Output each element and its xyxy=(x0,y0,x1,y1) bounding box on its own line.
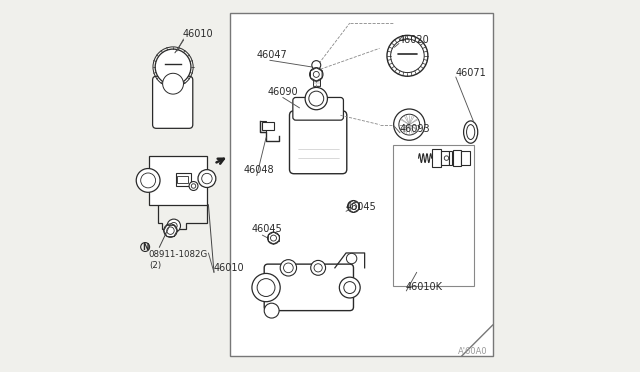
Text: 46010: 46010 xyxy=(214,263,244,273)
Bar xyxy=(453,150,461,166)
Text: N: N xyxy=(142,243,148,251)
Circle shape xyxy=(344,282,356,294)
FancyBboxPatch shape xyxy=(293,97,344,120)
Circle shape xyxy=(252,273,280,302)
Circle shape xyxy=(348,201,360,212)
Bar xyxy=(230,13,493,356)
Circle shape xyxy=(164,224,177,237)
Polygon shape xyxy=(149,156,207,205)
Circle shape xyxy=(189,182,198,190)
Circle shape xyxy=(167,227,174,234)
FancyBboxPatch shape xyxy=(289,111,347,174)
Text: 46010: 46010 xyxy=(182,29,213,39)
Bar xyxy=(392,145,474,286)
Ellipse shape xyxy=(463,121,477,143)
Circle shape xyxy=(351,203,356,209)
Text: 46048: 46048 xyxy=(244,165,275,175)
Circle shape xyxy=(284,263,293,273)
Circle shape xyxy=(257,279,275,296)
Bar xyxy=(262,122,273,130)
Circle shape xyxy=(339,277,360,298)
Ellipse shape xyxy=(467,125,475,140)
Text: (2): (2) xyxy=(150,261,162,270)
Bar xyxy=(449,151,452,165)
Circle shape xyxy=(167,219,180,232)
Bar xyxy=(461,151,470,165)
Text: 46045: 46045 xyxy=(251,224,282,234)
Bar xyxy=(312,74,320,86)
Circle shape xyxy=(268,232,280,244)
Circle shape xyxy=(309,91,324,106)
Circle shape xyxy=(394,109,425,140)
Text: A'60A0: A'60A0 xyxy=(458,347,487,356)
Circle shape xyxy=(156,49,191,85)
Bar xyxy=(175,173,191,186)
Circle shape xyxy=(387,35,428,76)
FancyBboxPatch shape xyxy=(264,264,353,311)
Circle shape xyxy=(305,87,328,110)
Circle shape xyxy=(444,156,449,160)
Text: 46010K: 46010K xyxy=(406,282,443,292)
Bar xyxy=(441,151,449,165)
Text: 46071: 46071 xyxy=(456,68,486,78)
Circle shape xyxy=(310,260,326,275)
Circle shape xyxy=(141,173,156,188)
Text: 08911-1082G: 08911-1082G xyxy=(148,250,207,259)
Circle shape xyxy=(390,39,424,73)
Bar xyxy=(177,176,188,183)
Text: 46047: 46047 xyxy=(257,49,287,60)
Circle shape xyxy=(310,68,323,81)
Circle shape xyxy=(163,73,184,94)
Circle shape xyxy=(136,169,160,192)
FancyBboxPatch shape xyxy=(152,76,193,128)
Circle shape xyxy=(271,235,276,241)
Circle shape xyxy=(399,114,420,135)
Text: 46090: 46090 xyxy=(268,87,298,97)
Circle shape xyxy=(314,71,319,77)
Bar xyxy=(260,121,266,132)
Circle shape xyxy=(198,170,216,187)
Circle shape xyxy=(191,184,196,188)
Text: 46045: 46045 xyxy=(346,202,377,212)
Bar xyxy=(431,149,440,167)
Text: 46093: 46093 xyxy=(400,124,431,134)
Circle shape xyxy=(314,264,322,272)
Circle shape xyxy=(264,303,279,318)
Circle shape xyxy=(202,173,212,184)
Circle shape xyxy=(346,253,357,264)
Circle shape xyxy=(280,260,296,276)
Circle shape xyxy=(170,222,177,229)
Circle shape xyxy=(312,61,321,70)
Text: 46020: 46020 xyxy=(398,35,429,45)
